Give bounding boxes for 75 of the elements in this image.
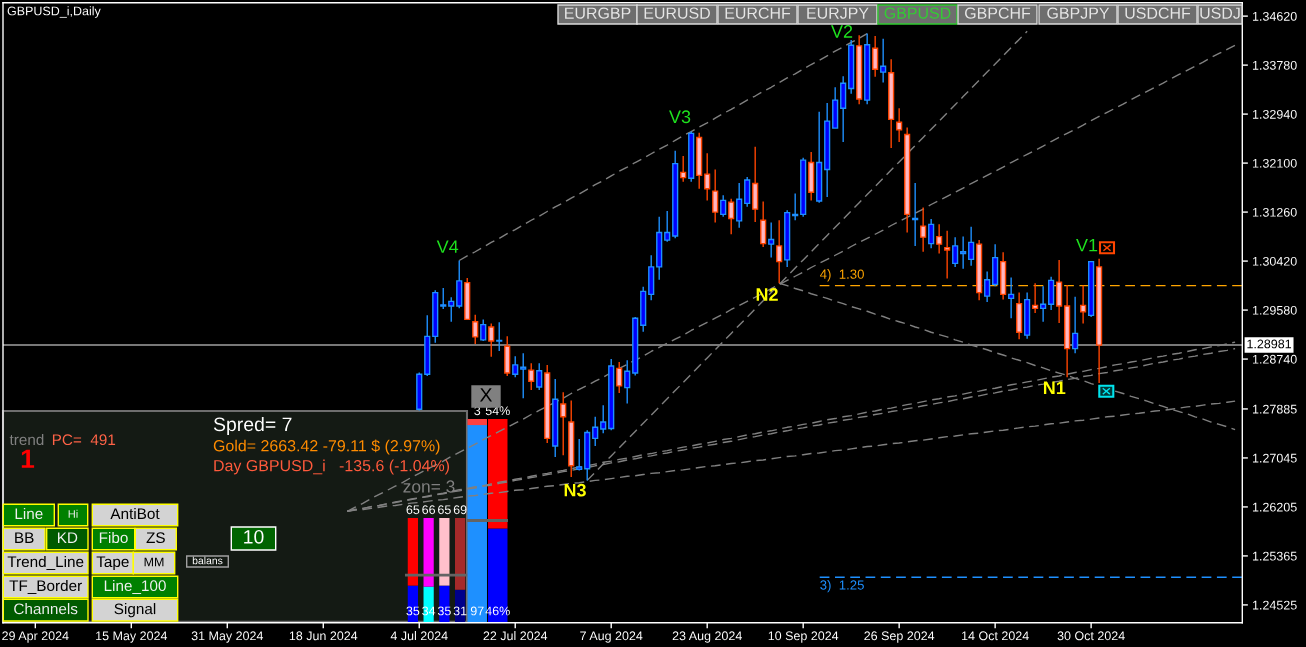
x-tick-label: 23 Aug 2024 (672, 631, 742, 643)
annotation: V3 (669, 110, 691, 124)
annotation: GBPCHF (965, 7, 1031, 19)
annotation: balans (192, 556, 223, 565)
annotation: V1 (1076, 238, 1098, 252)
y-tick-label: 1.32940 (1252, 109, 1297, 119)
x-tick-label: 15 May 2024 (96, 631, 168, 643)
annotation: N2 (756, 288, 778, 301)
x-tick-label: 14 Oct 2024 (962, 631, 1029, 641)
annotation: 1 (21, 449, 35, 468)
annotation: Gold= 2663.42 -79.11 $ (2.97%) (213, 439, 440, 455)
annotation: EURJPY (807, 7, 869, 19)
data-label: 31 (453, 606, 467, 616)
annotation: zon= 3 (403, 480, 455, 493)
annotation: V4 (436, 240, 459, 253)
annotation: EURCHF (725, 7, 791, 19)
y-tick-label: 1.29580 (1252, 305, 1297, 315)
y-tick-label: 1.30420 (1252, 256, 1297, 266)
annotation: MM (144, 557, 164, 567)
annotation: ZS (146, 532, 165, 544)
x-tick-label: 29 Apr 2024 (2, 631, 69, 643)
x-tick-label: 4 Jul 2024 (390, 631, 448, 641)
x-tick-label: 26 Sep 2024 (864, 631, 935, 643)
annotation: GBPUSD (884, 7, 951, 19)
data-label: 69 (453, 505, 467, 515)
chart-title: GBPUSD_i,Daily (7, 6, 101, 18)
ref-line-label: 3) 1.25 (820, 579, 864, 593)
y-tick-label: 1.27885 (1252, 404, 1297, 414)
annotation: N3 (564, 483, 586, 497)
y-tick-label: 1.33780 (1252, 60, 1297, 70)
annotation: Spred= 7 (213, 416, 292, 436)
annotation: X (479, 388, 493, 402)
annotation: N1 (1043, 381, 1066, 394)
annotation: USDJ (1200, 7, 1240, 19)
y-tick-label: 1.34620 (1252, 11, 1297, 21)
x-tick-label: 31 May 2024 (191, 631, 264, 643)
annotation: Trend_Line (7, 555, 84, 570)
y-tick-label: 1.31260 (1252, 207, 1297, 217)
data-label: 65 (438, 505, 451, 515)
y-tick-label: 1.27045 (1252, 453, 1297, 463)
annotation: USDCHF (1125, 7, 1191, 19)
annotation: V2 (831, 25, 853, 38)
y-tick-label: 1.25365 (1252, 551, 1297, 561)
x-tick-label: 30 Oct 2024 (1057, 631, 1125, 641)
annotation: Hi (68, 509, 78, 518)
annotation: Line_100 (104, 579, 166, 594)
data-label: 97 (470, 606, 484, 616)
annotation: BB (15, 532, 34, 543)
annotation: TF_Border (9, 579, 82, 594)
data-label: 65 (406, 505, 420, 515)
annotation: GBPJPY (1047, 7, 1110, 19)
annotation: trend (9, 433, 44, 446)
annotation: Day GBPUSD_i -135.6 (-1.04%) (214, 459, 450, 475)
y-tick-label: 1.26205 (1252, 502, 1297, 512)
annotation: EURUSD (644, 7, 710, 19)
annotation: Line (15, 507, 43, 520)
annotation: Signal (114, 603, 156, 618)
y-tick-label: 1.28740 (1252, 354, 1297, 364)
x-tick-label: 10 Sep 2024 (768, 631, 839, 643)
x-tick-label: 18 Jun 2024 (289, 631, 358, 641)
ref-line-label: 4) 1.30 (820, 269, 864, 282)
annotation: 10 (244, 529, 264, 544)
annotation: EURGBP (565, 7, 631, 19)
annotation: Fibo (99, 531, 128, 544)
x-tick-label: 22 Jul 2024 (483, 631, 548, 641)
annotation: PC= 491 (52, 434, 116, 446)
x-tick-label: 7 Aug 2024 (580, 631, 643, 643)
y-tick-label: 1.24525 (1252, 600, 1297, 610)
ref-line-label: 1.28981 (1247, 339, 1292, 349)
annotation: KD (57, 532, 78, 543)
y-tick-label: 1.32100 (1252, 158, 1297, 168)
annotation: Tape (96, 556, 129, 571)
annotation: Channels (14, 603, 78, 615)
annotation: AntiBot (110, 507, 160, 520)
data-label: 66 (422, 505, 436, 515)
